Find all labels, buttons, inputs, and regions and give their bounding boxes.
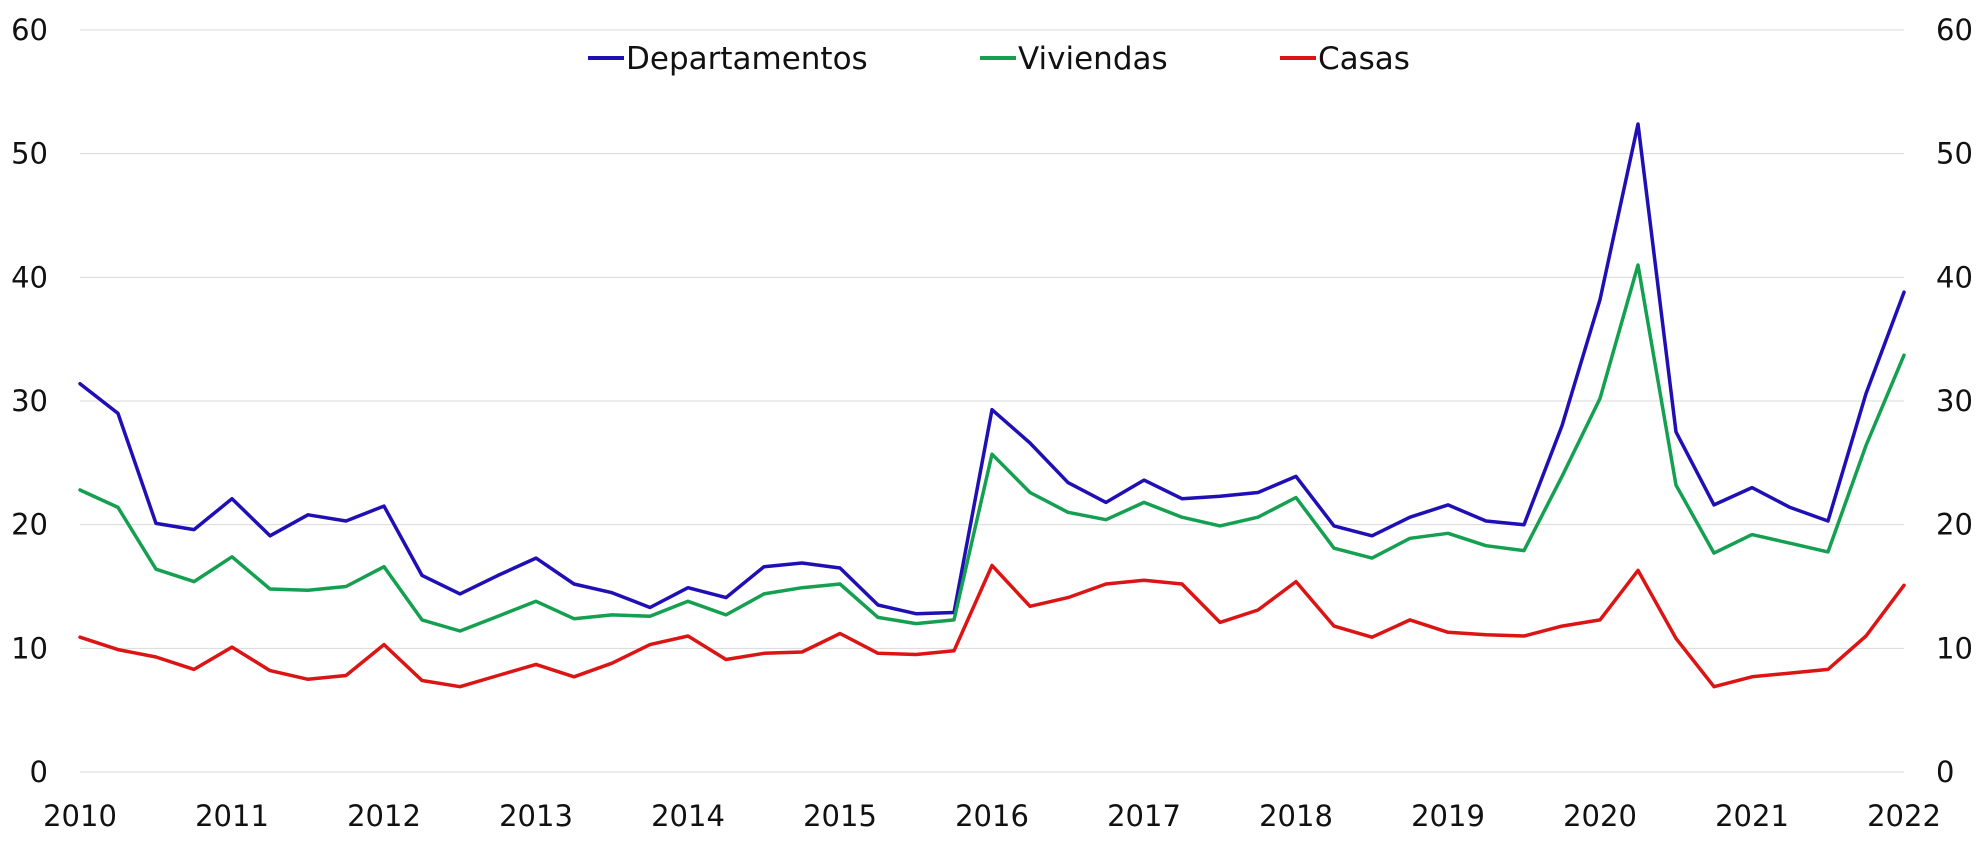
x-axis: 2010 2011 2012 2013 2014 2015 2016 2017 2018 2019… [43, 799, 1941, 833]
x-tick-2016: 2016 [955, 799, 1029, 833]
y-tick-left-50: 50 [11, 137, 48, 171]
series-lines [78, 122, 1906, 689]
y-tick-left-40: 40 [11, 260, 48, 294]
y-tick-right-40: 40 [1936, 260, 1973, 294]
y-tick-left-10: 10 [11, 631, 48, 665]
y-axis-left: 0 10 20 30 40 50 60 [11, 13, 48, 789]
legend-label-departamentos: Departamentos [626, 41, 868, 77]
x-tick-2021: 2021 [1715, 799, 1789, 833]
x-tick-2012: 2012 [347, 799, 421, 833]
x-tick-2019: 2019 [1411, 799, 1485, 833]
y-tick-left-0: 0 [30, 755, 48, 789]
series-line-viviendas [78, 263, 1906, 633]
x-tick-2017: 2017 [1107, 799, 1181, 833]
legend: Departamentos Viviendas Casas [588, 41, 1410, 77]
series-line-departamentos [78, 122, 1906, 616]
legend-label-casas: Casas [1318, 41, 1410, 77]
y-tick-right-50: 50 [1936, 137, 1973, 171]
y-tick-right-30: 30 [1936, 384, 1973, 418]
x-tick-2014: 2014 [651, 799, 725, 833]
y-tick-right-10: 10 [1936, 631, 1973, 665]
x-tick-2020: 2020 [1563, 799, 1637, 833]
y-tick-left-20: 20 [11, 508, 48, 542]
legend-label-viviendas: Viviendas [1018, 41, 1168, 77]
x-tick-2013: 2013 [499, 799, 573, 833]
y-tick-left-60: 60 [11, 13, 48, 47]
x-tick-2015: 2015 [803, 799, 877, 833]
y-tick-right-60: 60 [1936, 13, 1973, 47]
y-tick-right-0: 0 [1936, 755, 1954, 789]
x-tick-2018: 2018 [1259, 799, 1333, 833]
gridlines [80, 29, 1904, 773]
x-tick-2011: 2011 [195, 799, 269, 833]
y-tick-right-20: 20 [1936, 508, 1973, 542]
x-tick-2010: 2010 [43, 799, 117, 833]
y-axis-right: 0 10 20 30 40 50 60 [1936, 13, 1973, 789]
x-tick-2022: 2022 [1867, 799, 1941, 833]
series-line-casas [78, 563, 1906, 689]
y-tick-left-30: 30 [11, 384, 48, 418]
